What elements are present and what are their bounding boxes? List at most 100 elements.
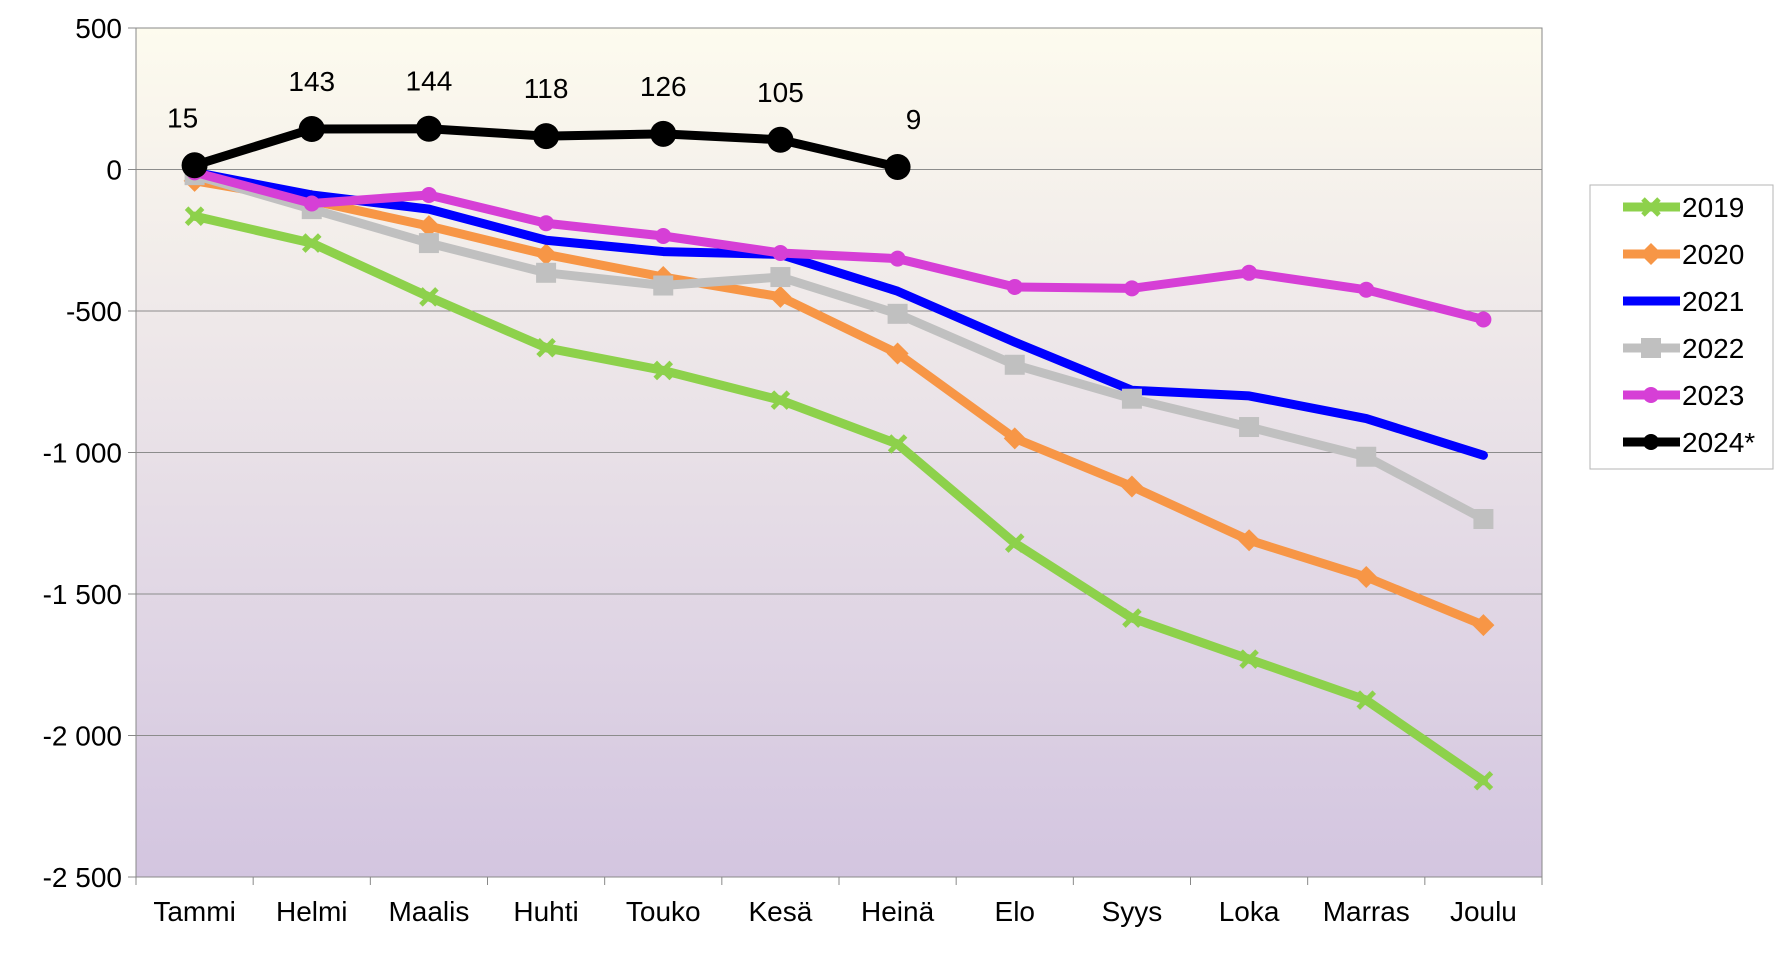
legend: 2019 2020 2021 2022 2023 2024* xyxy=(1589,184,1774,470)
data-point-stroke xyxy=(536,338,556,358)
data-point xyxy=(1473,509,1494,530)
series-2021 xyxy=(190,167,1488,460)
legend-item: 2021 xyxy=(1623,286,1744,317)
x-tick-label: Kesä xyxy=(749,896,813,927)
data-label: 126 xyxy=(640,71,687,102)
y-tick-label: -2 000 xyxy=(43,721,122,752)
x-tick-label: Touko xyxy=(626,896,701,927)
data-point-stroke xyxy=(419,287,439,307)
data-point xyxy=(181,152,208,179)
data-point-stroke xyxy=(1004,533,1025,553)
data-point xyxy=(298,116,325,143)
data-point xyxy=(533,123,560,150)
series-2022 xyxy=(184,165,1494,530)
data-point-stroke xyxy=(653,360,674,381)
legend-item: 2022 xyxy=(1623,333,1744,364)
y-tick-label: -500 xyxy=(66,296,122,327)
y-tick-label: -1 000 xyxy=(43,438,122,469)
data-point xyxy=(301,233,322,253)
legend-label: 2022 xyxy=(1682,333,1744,364)
data-point xyxy=(770,390,791,410)
x-tick-label: Elo xyxy=(995,896,1035,927)
data-point xyxy=(1239,417,1260,438)
data-labels: 15 143 144 118 126 105 9 xyxy=(167,66,921,135)
y-tick-label: 500 xyxy=(75,13,122,44)
data-label: 9 xyxy=(906,104,922,135)
data-label: 15 xyxy=(167,102,198,133)
legend-label: 2023 xyxy=(1682,380,1744,411)
data-point xyxy=(535,243,558,266)
data-point-stroke xyxy=(1641,197,1661,217)
data-point xyxy=(1472,614,1495,637)
data-point xyxy=(653,275,674,296)
data-point xyxy=(1643,434,1659,450)
gridlines xyxy=(136,169,1542,736)
legend-item: 2020 xyxy=(1623,239,1744,270)
data-point xyxy=(655,228,672,245)
data-point-stroke xyxy=(1356,690,1377,710)
data-point xyxy=(1003,427,1026,450)
data-point xyxy=(536,338,556,358)
y-tick-label: -1 500 xyxy=(43,579,122,610)
data-point xyxy=(887,434,908,454)
data-point xyxy=(1239,649,1259,669)
data-point xyxy=(1640,243,1662,265)
data-point xyxy=(538,215,555,232)
series-2024-prelim xyxy=(181,115,911,180)
data-point xyxy=(1006,278,1023,295)
data-point xyxy=(1641,338,1661,358)
data-point xyxy=(769,285,792,308)
x-tick-label: Marras xyxy=(1323,896,1410,927)
data-point-stroke xyxy=(301,233,322,253)
data-point xyxy=(1004,533,1025,553)
data-point xyxy=(1241,264,1258,281)
data-point xyxy=(420,186,437,203)
series-2019 xyxy=(184,206,1494,791)
data-point-stroke xyxy=(1239,649,1259,669)
series-lines xyxy=(181,115,1495,791)
data-point xyxy=(1004,354,1025,375)
data-point xyxy=(1356,690,1377,710)
data-point xyxy=(184,206,205,226)
data-label: 143 xyxy=(288,66,335,97)
data-point xyxy=(1358,281,1375,298)
data-point xyxy=(886,342,909,365)
data-point xyxy=(650,120,677,147)
x-tick-label: Heinä xyxy=(861,896,935,927)
data-point xyxy=(770,267,791,288)
x-tick-label: Tammi xyxy=(153,896,235,927)
data-point-stroke xyxy=(1122,608,1142,628)
data-point xyxy=(419,287,439,307)
data-point xyxy=(767,126,794,153)
data-label: 118 xyxy=(524,73,569,104)
x-tick-label: Joulu xyxy=(1450,896,1517,927)
data-point xyxy=(1355,566,1378,589)
data-point xyxy=(1238,529,1261,552)
data-point xyxy=(1475,311,1492,328)
data-point xyxy=(417,215,440,238)
data-label: 144 xyxy=(406,66,453,97)
x-tick-label: Huhti xyxy=(513,896,578,927)
series-line xyxy=(190,170,1488,524)
data-point xyxy=(1121,388,1142,409)
data-point-stroke xyxy=(1473,771,1494,791)
series-line xyxy=(190,167,1488,460)
axes: 500 0 -500 -1 000 -1 500 -2 000 -2 500 Tammi Hel… xyxy=(43,13,1543,927)
data-point xyxy=(303,195,320,212)
data-point xyxy=(772,244,789,261)
data-point-stroke xyxy=(770,390,791,410)
legend-label: 2020 xyxy=(1682,239,1744,270)
x-tick-label: Maalis xyxy=(388,896,469,927)
data-point xyxy=(1641,197,1661,217)
legend-item: 2024* xyxy=(1623,427,1755,458)
data-point xyxy=(884,153,911,180)
data-point xyxy=(1356,446,1377,467)
data-point xyxy=(536,262,557,283)
data-point xyxy=(889,250,906,267)
data-point xyxy=(1120,475,1143,498)
data-label: 105 xyxy=(757,77,804,108)
y-tick-label: 0 xyxy=(106,155,122,186)
series-line xyxy=(190,176,1488,630)
legend-box xyxy=(1589,184,1774,470)
